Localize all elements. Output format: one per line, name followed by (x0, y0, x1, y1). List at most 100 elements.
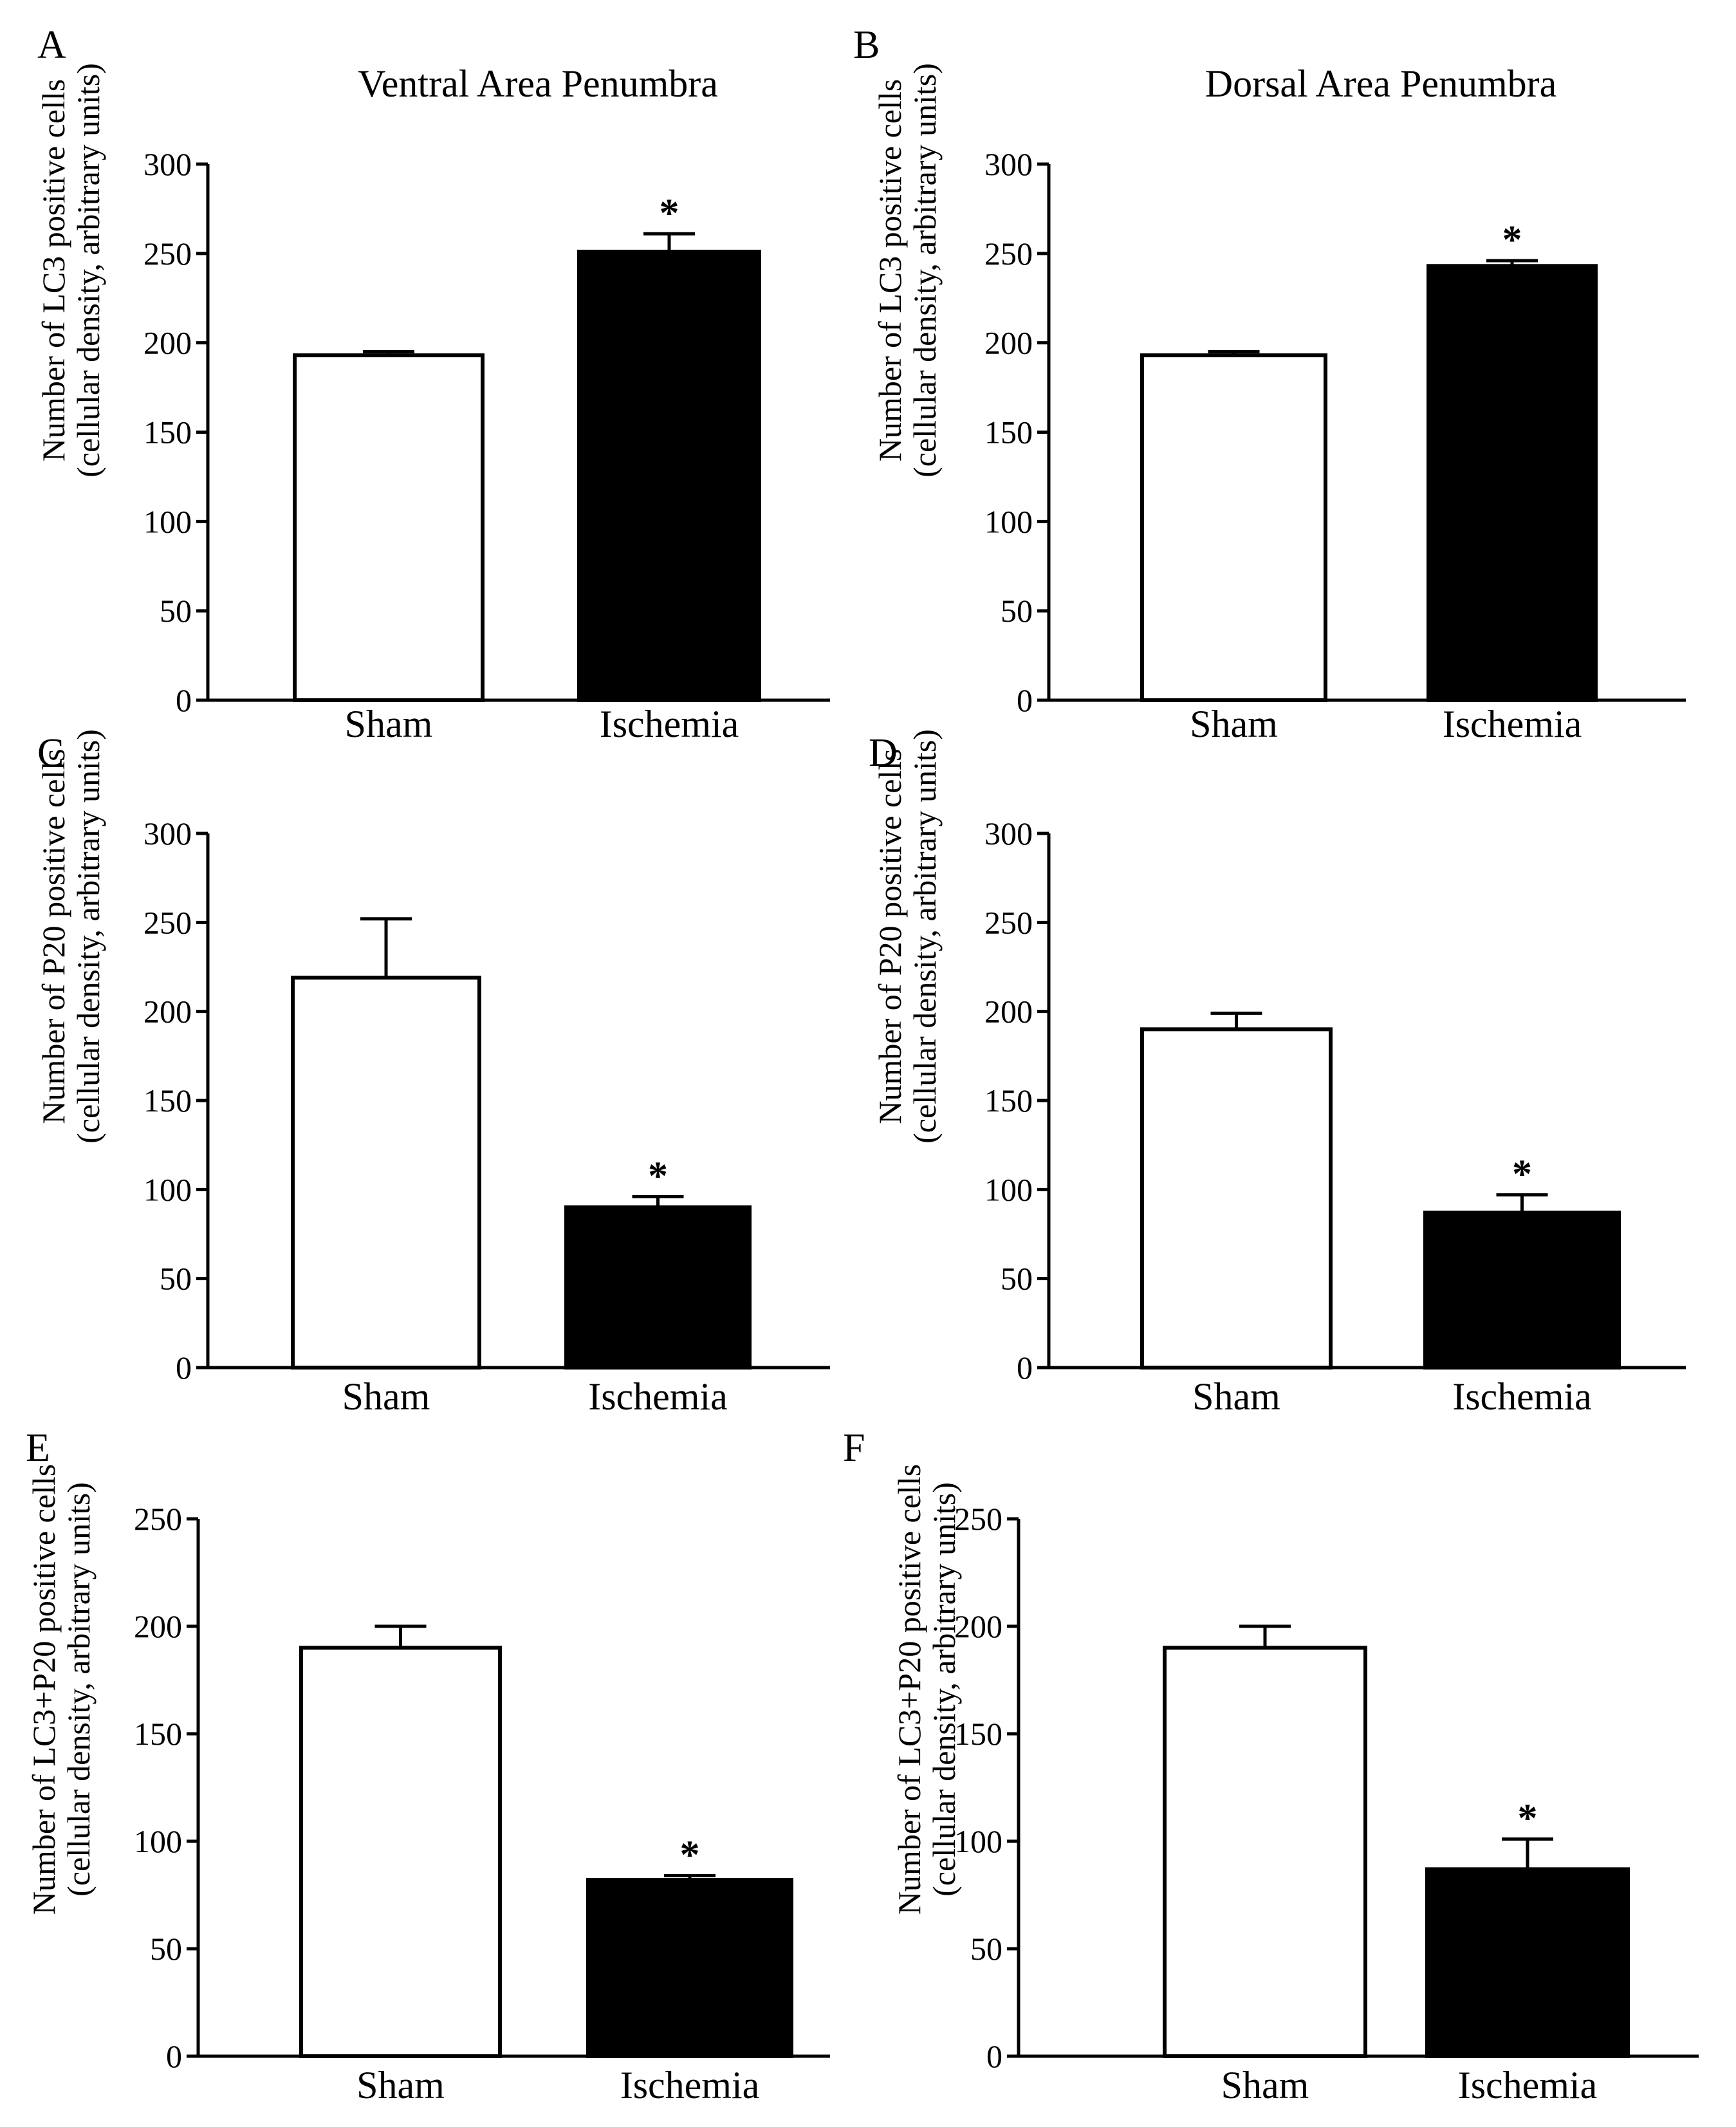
y-axis-label: Number of P20 positive cells(cellular de… (872, 729, 943, 1144)
y-axis-label: Number of LC3 positive cells(cellular de… (35, 63, 106, 478)
y-tick-label: 50 (160, 593, 192, 629)
significance-marker: * (660, 191, 679, 235)
y-axis-label: Number of LC3+P20 positive cells(cellula… (26, 1464, 97, 1915)
y-tick-label: 0 (1017, 682, 1033, 718)
bar-ischemia (577, 250, 761, 703)
y-tick-label: 150 (954, 1716, 1002, 1752)
category-label-ischemia: Ischemia (1458, 2064, 1598, 2106)
y-tick-label: 100 (984, 503, 1033, 539)
significance-marker: * (680, 1833, 700, 1877)
column-title-dorsal: Dorsal Area Penumbra (1205, 62, 1557, 105)
significance-marker: * (648, 1154, 668, 1198)
y-tick-label: 300 (984, 146, 1033, 182)
significance-marker: * (1502, 218, 1522, 262)
panel-letter: E (26, 1426, 50, 1470)
y-tick-label: 100 (954, 1823, 1002, 1859)
bar-sham (293, 353, 485, 702)
y-tick-label: 250 (984, 236, 1033, 272)
category-label-sham: Sham (1192, 1375, 1280, 1418)
category-label-ischemia: Ischemia (620, 2064, 760, 2106)
panel-letter: F (843, 1426, 865, 1470)
bar-ischemia (1425, 1867, 1630, 2058)
y-tick-label: 50 (160, 1261, 192, 1297)
category-label-sham: Sham (1221, 2064, 1309, 2106)
category-label-sham: Sham (345, 703, 433, 745)
bar-ischemia (564, 1205, 752, 1370)
y-tick-label: 300 (143, 146, 192, 182)
y-axis-label-line1: Number of P20 positive cells (872, 748, 908, 1124)
panel-letter: C (37, 731, 64, 775)
y-tick-label: 200 (954, 1608, 1002, 1644)
y-tick-label: 50 (150, 1931, 182, 1967)
y-axis-label-line2: (cellular density, arbitrary units) (70, 63, 106, 478)
y-axis-label-line2: (cellular density, arbitrary units) (907, 63, 943, 478)
y-tick-label: 250 (954, 1501, 1002, 1537)
bar-ischemia (586, 1878, 793, 2059)
y-tick-label: 200 (143, 325, 192, 361)
bar-sham (1163, 1646, 1367, 2058)
y-tick-label: 250 (143, 236, 192, 272)
y-axis-label-line2: (cellular density, arbitrary units) (70, 729, 106, 1144)
category-label-ischemia: Ischemia (588, 1375, 728, 1418)
significance-marker: * (1512, 1153, 1532, 1196)
y-tick-label: 100 (134, 1823, 182, 1859)
y-axis-label-line1: Number of LC3+P20 positive cells (891, 1464, 927, 1915)
bar-ischemia (1427, 264, 1598, 702)
column-title-ventral: Ventral Area Penumbra (358, 62, 718, 105)
y-axis-label-line1: Number of LC3 positive cells (35, 79, 71, 461)
y-tick-label: 100 (143, 1171, 192, 1207)
y-tick-label: 0 (1017, 1350, 1033, 1386)
y-axis-label-line1: Number of P20 positive cells (35, 748, 71, 1124)
y-tick-label: 200 (134, 1608, 182, 1644)
bar-sham (299, 1646, 502, 2058)
y-tick-label: 100 (984, 1171, 1033, 1207)
category-label-sham: Sham (356, 2064, 445, 2106)
y-tick-label: 50 (1001, 593, 1033, 629)
y-tick-label: 200 (984, 325, 1033, 361)
panel-letter: B (853, 23, 880, 67)
y-axis-label-line1: Number of LC3 positive cells (872, 79, 908, 461)
bar-ischemia (1423, 1211, 1621, 1370)
category-label-ischemia: Ischemia (1443, 703, 1582, 745)
panel-letter: D (869, 731, 898, 775)
y-tick-label: 300 (984, 815, 1033, 851)
y-tick-label: 250 (984, 904, 1033, 940)
y-tick-label: 150 (143, 1082, 192, 1119)
y-tick-label: 300 (143, 815, 192, 851)
bar-sham (1140, 353, 1327, 702)
y-tick-label: 0 (176, 1350, 192, 1386)
category-label-ischemia: Ischemia (600, 703, 739, 745)
bar-sham (1140, 1027, 1333, 1370)
y-tick-label: 150 (984, 414, 1033, 450)
y-tick-label: 200 (984, 994, 1033, 1030)
bar-sham (291, 976, 481, 1370)
y-tick-label: 200 (143, 994, 192, 1030)
category-label-sham: Sham (1190, 703, 1278, 745)
category-label-ischemia: Ischemia (1452, 1375, 1592, 1418)
y-tick-label: 0 (166, 2038, 182, 2074)
y-axis-label-line2: (cellular density, arbitrary units) (907, 729, 943, 1144)
y-axis-label: Number of LC3 positive cells(cellular de… (872, 63, 943, 478)
panel-letter: A (37, 23, 66, 67)
y-tick-label: 250 (143, 904, 192, 940)
chart-panel-f: F Number of LC3+P20 positive cells(cellul… (843, 1426, 1699, 2106)
y-tick-label: 0 (176, 682, 192, 718)
y-axis-label: Number of P20 positive cells(cellular de… (35, 729, 106, 1144)
y-tick-label: 50 (1001, 1261, 1033, 1297)
y-tick-label: 150 (984, 1082, 1033, 1119)
y-tick-label: 0 (986, 2038, 1002, 2074)
y-axis-label: Number of LC3+P20 positive cells(cellula… (891, 1464, 962, 1915)
y-tick-label: 100 (143, 503, 192, 539)
y-axis-label-line2: (cellular density, arbitrary units) (60, 1482, 97, 1897)
y-axis-label-line1: Number of LC3+P20 positive cells (26, 1464, 62, 1915)
y-tick-label: 150 (134, 1716, 182, 1752)
y-axis-label-line2: (cellular density, arbitrary units) (926, 1482, 962, 1897)
significance-marker: * (1518, 1797, 1538, 1841)
y-tick-label: 50 (970, 1931, 1002, 1967)
